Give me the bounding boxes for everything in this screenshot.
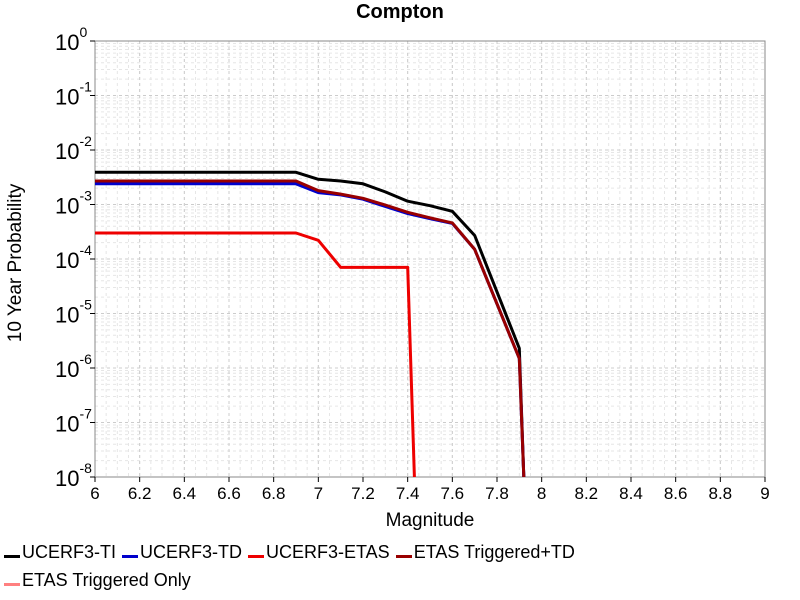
x-tick-label: 7.6 xyxy=(441,484,465,503)
chart: Compton 6 6.2 6.4 6.6 6.8 7 7.2 7.4 7.6 7.8 8 8.2 8.… xyxy=(5,1,770,531)
legend-label: UCERF3-TI xyxy=(22,541,116,562)
y-tick-label: 10-4 xyxy=(55,242,92,273)
x-tick-label: 8.2 xyxy=(575,484,599,503)
legend-row: UCERF3-TI UCERF3-TD UCERF3-ETAS ETAS Trigge… xyxy=(4,538,794,566)
x-axis-label: Magnitude xyxy=(386,510,475,531)
series-line-ucerf3-td xyxy=(95,182,526,478)
series-layer xyxy=(95,170,526,478)
x-tick-label: 6.8 xyxy=(262,484,286,503)
x-tick-label: 8.4 xyxy=(619,484,643,503)
legend-label: ETAS Triggered+TD xyxy=(413,541,575,562)
y-tick-label: 10-8 xyxy=(55,460,92,491)
y-tick-label: 10-6 xyxy=(55,351,92,382)
legend-label: UCERF3-ETAS xyxy=(266,541,390,562)
legend: UCERF3-TI UCERF3-TD UCERF3-ETAS ETAS Trigge… xyxy=(4,538,794,594)
x-tick-label: 6.4 xyxy=(173,484,197,503)
x-tick-label: 7.2 xyxy=(351,484,375,503)
x-tick-label: 8 xyxy=(537,484,546,503)
x-tick-label: 6.2 xyxy=(128,484,152,503)
x-tick-label: 6.6 xyxy=(217,484,241,503)
y-tick-label: 10-1 xyxy=(55,79,92,110)
y-axis-ticks: 100 10-1 10-2 10-3 10-4 10-5 10-6 10-7 10-8 xyxy=(55,24,95,491)
chart-title: Compton xyxy=(356,1,444,23)
x-tick-label: 8.6 xyxy=(664,484,688,503)
legend-item: ETAS Triggered+TD xyxy=(395,541,575,563)
x-tick-label: 7.4 xyxy=(396,484,420,503)
series-line-etas-triggered-td xyxy=(95,179,526,478)
y-tick-label: 10-3 xyxy=(55,188,92,219)
y-tick-label: 10-7 xyxy=(55,406,92,437)
legend-swatch xyxy=(122,554,138,558)
legend-swatch xyxy=(4,582,20,586)
x-tick-label: 9 xyxy=(760,484,769,503)
legend-item: UCERF3-TD xyxy=(122,542,242,563)
series-line-ucerf3-ti xyxy=(95,170,526,478)
legend-item: UCERF3-TI xyxy=(4,542,116,563)
legend-swatch xyxy=(395,554,412,558)
legend-swatch xyxy=(248,554,264,558)
y-tick-label: 100 xyxy=(55,24,87,55)
x-tick-label: 7.8 xyxy=(485,484,509,503)
y-tick-label: 10-2 xyxy=(55,133,92,164)
x-tick-label: 8.8 xyxy=(709,484,733,503)
y-tick-label: 10-5 xyxy=(55,297,92,328)
legend-label: UCERF3-TD xyxy=(140,541,242,562)
minor-grid xyxy=(94,41,766,477)
legend-label: ETAS Triggered Only xyxy=(22,569,191,590)
legend-item: ETAS Triggered Only xyxy=(4,570,191,591)
x-tick-label: 6 xyxy=(90,484,99,503)
x-axis-ticks: 6 6.2 6.4 6.6 6.8 7 7.2 7.4 7.6 7.8 8 8.2 8.4 8.6 8.8 9 xyxy=(90,477,770,503)
legend-swatch xyxy=(4,554,20,558)
legend-row: ETAS Triggered Only xyxy=(4,566,794,594)
legend-item: UCERF3-ETAS xyxy=(248,542,390,563)
series-line-ucerf3-etas xyxy=(95,231,416,478)
y-axis-label: 10 Year Probability xyxy=(5,183,26,342)
x-tick-label: 7 xyxy=(314,484,323,503)
